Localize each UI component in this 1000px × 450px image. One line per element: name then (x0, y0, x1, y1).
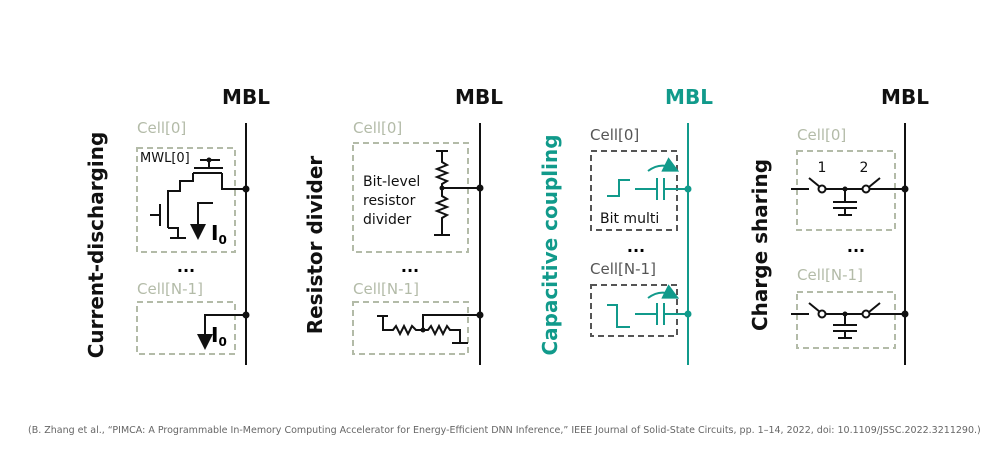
cell0-label: Cell[0] (590, 126, 639, 144)
panel-title: Current-discharging (84, 132, 108, 359)
node-dot (684, 310, 692, 318)
cell0-box (352, 142, 469, 253)
node-dot (684, 185, 692, 193)
wordline-label: MWL[0] (140, 151, 190, 166)
capacitor-circuit (607, 178, 688, 200)
celln-box (352, 301, 469, 355)
ellipsis: ... (177, 257, 195, 276)
switch-label: 2 (860, 160, 869, 176)
desc-line: divider (363, 212, 411, 228)
mbl-label: MBL (665, 85, 713, 109)
celln-label: Cell[N-1] (353, 280, 419, 298)
cell0-box (590, 150, 678, 231)
node-dot (242, 185, 250, 193)
celln-box (796, 291, 896, 349)
desc-line: resistor (363, 193, 416, 209)
transistor-circuit: I0 (150, 157, 246, 247)
panel-charge-sharing: Charge sharing MBL Cell[0] 1 2 ... Cell[… (748, 85, 929, 365)
coupling-arrow-icon (647, 157, 680, 172)
panel-capacitive-coupling: Capacitive coupling MBL Cell[0] Bit mult… (538, 85, 713, 365)
celln-label: Cell[N-1] (797, 266, 863, 284)
cell0-box (136, 147, 236, 253)
current-label: I0 (211, 221, 227, 247)
cell0-label: Cell[0] (137, 119, 186, 137)
coupling-arrow-icon (647, 284, 680, 299)
panel-current-discharging: Current-discharging MBL Cell[0] MWL[0] I… (84, 85, 270, 365)
charge-sharing-circuit (791, 177, 905, 216)
node-dot (901, 185, 909, 193)
node-dot (242, 311, 250, 319)
current-label: I0 (211, 323, 227, 349)
switch-label: 1 (818, 160, 827, 176)
desc: Bit multi (600, 211, 659, 227)
desc-line: Bit-level (363, 174, 420, 190)
capacitor-circuit (607, 303, 688, 328)
node-dot (476, 184, 484, 192)
ellipsis: ... (847, 237, 865, 256)
mbl-label: MBL (455, 85, 503, 109)
cell0-label: Cell[0] (797, 126, 846, 144)
panel-resistor-divider: Resistor divider MBL Cell[0] Bit-level r… (303, 85, 503, 365)
celln-box (136, 301, 236, 355)
celln-box (590, 284, 678, 337)
celln-label: Cell[N-1] (137, 280, 203, 298)
ellipsis: ... (401, 257, 419, 276)
ellipsis: ... (627, 237, 645, 256)
citation: (B. Zhang et al., “PIMCA: A Programmable… (28, 425, 981, 436)
resistor-divider-circuit (434, 150, 480, 236)
resistor-divider-circuit (377, 314, 480, 344)
panel-title: Resistor divider (303, 156, 327, 335)
panel-title: Capacitive coupling (538, 134, 562, 355)
node-dot (476, 311, 484, 319)
panel-title: Charge sharing (748, 159, 772, 331)
mbl-label: MBL (222, 85, 270, 109)
mbl-label: MBL (881, 85, 929, 109)
celln-label: Cell[N-1] (590, 260, 656, 278)
charge-sharing-circuit (791, 302, 905, 339)
cell0-label: Cell[0] (353, 119, 402, 137)
cell0-box (796, 150, 896, 231)
node-dot (901, 310, 909, 318)
